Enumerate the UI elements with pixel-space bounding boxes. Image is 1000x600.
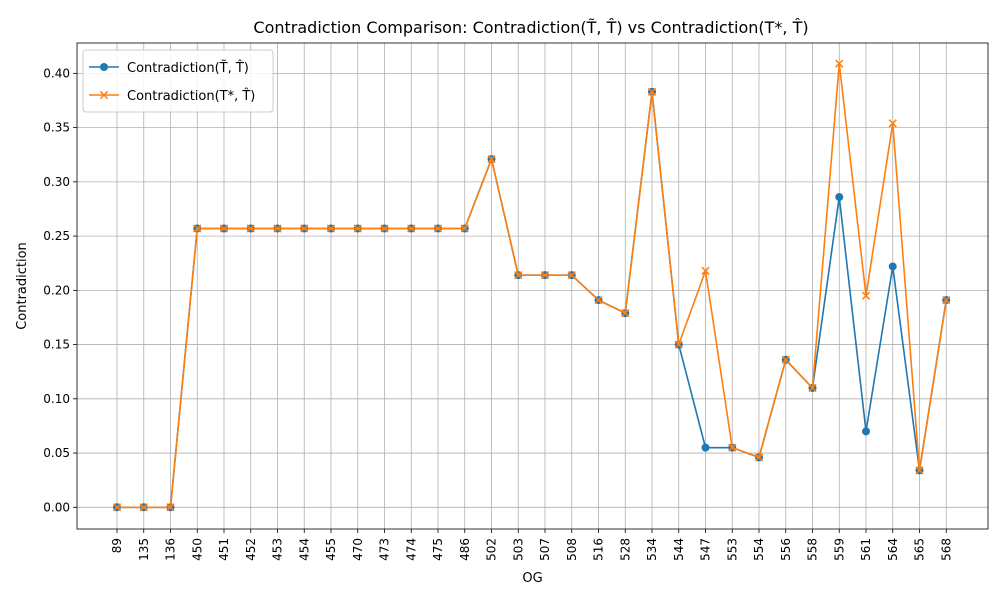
x-tick-label: 547	[699, 538, 713, 561]
data-point	[754, 453, 764, 462]
data-point	[862, 427, 870, 436]
y-tick-label: 0.25	[43, 229, 70, 243]
x-tick-label: 454	[297, 538, 311, 561]
x-tick-label: 544	[672, 538, 686, 561]
x-tick-label: 136	[164, 538, 178, 561]
x-tick-label: 534	[645, 538, 659, 561]
data-point	[728, 443, 737, 452]
legend-label: Contradiction(T*, T̂)	[127, 89, 255, 104]
x-tick-label: 565	[913, 538, 927, 561]
data-point	[460, 224, 469, 233]
x-tick-label: 451	[217, 538, 231, 561]
x-tick-label: 559	[832, 538, 846, 561]
x-tick-label: 554	[752, 538, 766, 561]
legend: Contradiction(T̃, T̂) Contradiction(T*, T…	[82, 49, 274, 113]
data-point	[861, 291, 871, 300]
x-axis: 89 135 136 450 451 452 453 454 455 470 473 474 475 48…	[110, 529, 953, 561]
data-point	[835, 59, 844, 68]
x-tick-label: 507	[538, 538, 552, 561]
y-tick-label: 0.40	[43, 66, 70, 80]
data-point	[219, 224, 229, 233]
series-2	[112, 59, 951, 512]
x-tick-label: 455	[324, 538, 338, 561]
data-point	[407, 224, 416, 233]
y-tick-label: 0.10	[43, 392, 70, 406]
legend-label: Contradiction(T̃, T̂)	[127, 61, 249, 76]
data-point	[835, 193, 844, 202]
data-point	[540, 271, 550, 280]
x-tick-label: 475	[431, 538, 445, 561]
data-point	[888, 262, 897, 271]
x-tick-label: 486	[458, 538, 472, 561]
data-point	[166, 503, 175, 512]
grid	[77, 43, 988, 529]
chart-title: Contradiction Comparison: Contradiction(…	[253, 18, 808, 37]
data-point	[808, 383, 817, 393]
y-tick-label: 0.05	[43, 446, 70, 460]
data-point	[621, 308, 630, 318]
data-point	[514, 271, 523, 280]
x-tick-label: 474	[404, 538, 418, 561]
y-tick-label: 0.30	[43, 175, 70, 189]
x-tick-label: 568	[939, 538, 953, 561]
data-point	[888, 119, 897, 128]
legend-marker	[99, 90, 109, 100]
data-point	[273, 224, 282, 233]
x-tick-label: 556	[779, 538, 793, 561]
data-point	[781, 355, 790, 364]
data-point	[915, 466, 924, 475]
data-point	[326, 224, 336, 233]
series-2-line	[117, 63, 948, 509]
data-point	[380, 224, 389, 233]
plot-frame	[76, 42, 989, 530]
data-point	[112, 503, 122, 512]
y-tick-label: 0.35	[43, 121, 70, 135]
legend-frame	[82, 49, 274, 113]
x-tick-label: 453	[271, 538, 285, 561]
data-point	[433, 224, 443, 233]
x-tick-label: 528	[618, 538, 632, 561]
y-tick-label: 0.00	[43, 500, 70, 514]
legend-marker	[100, 63, 108, 71]
series-layer	[112, 59, 951, 512]
data-point	[647, 87, 657, 96]
data-point	[942, 295, 951, 305]
data-point	[139, 503, 148, 512]
x-tick-label: 516	[592, 538, 606, 561]
data-point	[353, 224, 362, 233]
x-tick-label: 452	[244, 538, 258, 561]
data-point	[246, 224, 255, 233]
x-tick-label: 470	[351, 538, 365, 561]
x-tick-label: 503	[511, 538, 525, 561]
data-point	[674, 340, 683, 349]
y-tick-label: 0.15	[43, 338, 70, 352]
x-tick-label: 564	[886, 538, 900, 561]
x-tick-label: 450	[190, 538, 204, 561]
data-point	[487, 154, 496, 164]
data-point	[594, 295, 603, 305]
x-tick-label: 508	[565, 538, 579, 561]
y-axis: 0.00 0.05 0.10 0.15 0.20 0.25 0.30 0.35 0.40	[43, 66, 77, 514]
x-tick-label: 473	[378, 538, 392, 561]
data-point	[567, 271, 576, 280]
y-axis-title: Contradiction	[15, 242, 30, 330]
y-tick-label: 0.20	[43, 283, 70, 297]
x-tick-label: 553	[725, 538, 739, 561]
x-tick-label: 89	[110, 538, 124, 553]
data-point	[300, 224, 309, 233]
x-tick-label: 558	[806, 538, 820, 561]
data-point	[193, 224, 202, 233]
x-axis-title: OG	[522, 571, 542, 586]
x-tick-label: 135	[137, 538, 151, 561]
data-point	[701, 443, 710, 452]
x-tick-label: 502	[485, 538, 499, 561]
data-point	[701, 266, 710, 275]
x-tick-label: 561	[859, 538, 873, 561]
